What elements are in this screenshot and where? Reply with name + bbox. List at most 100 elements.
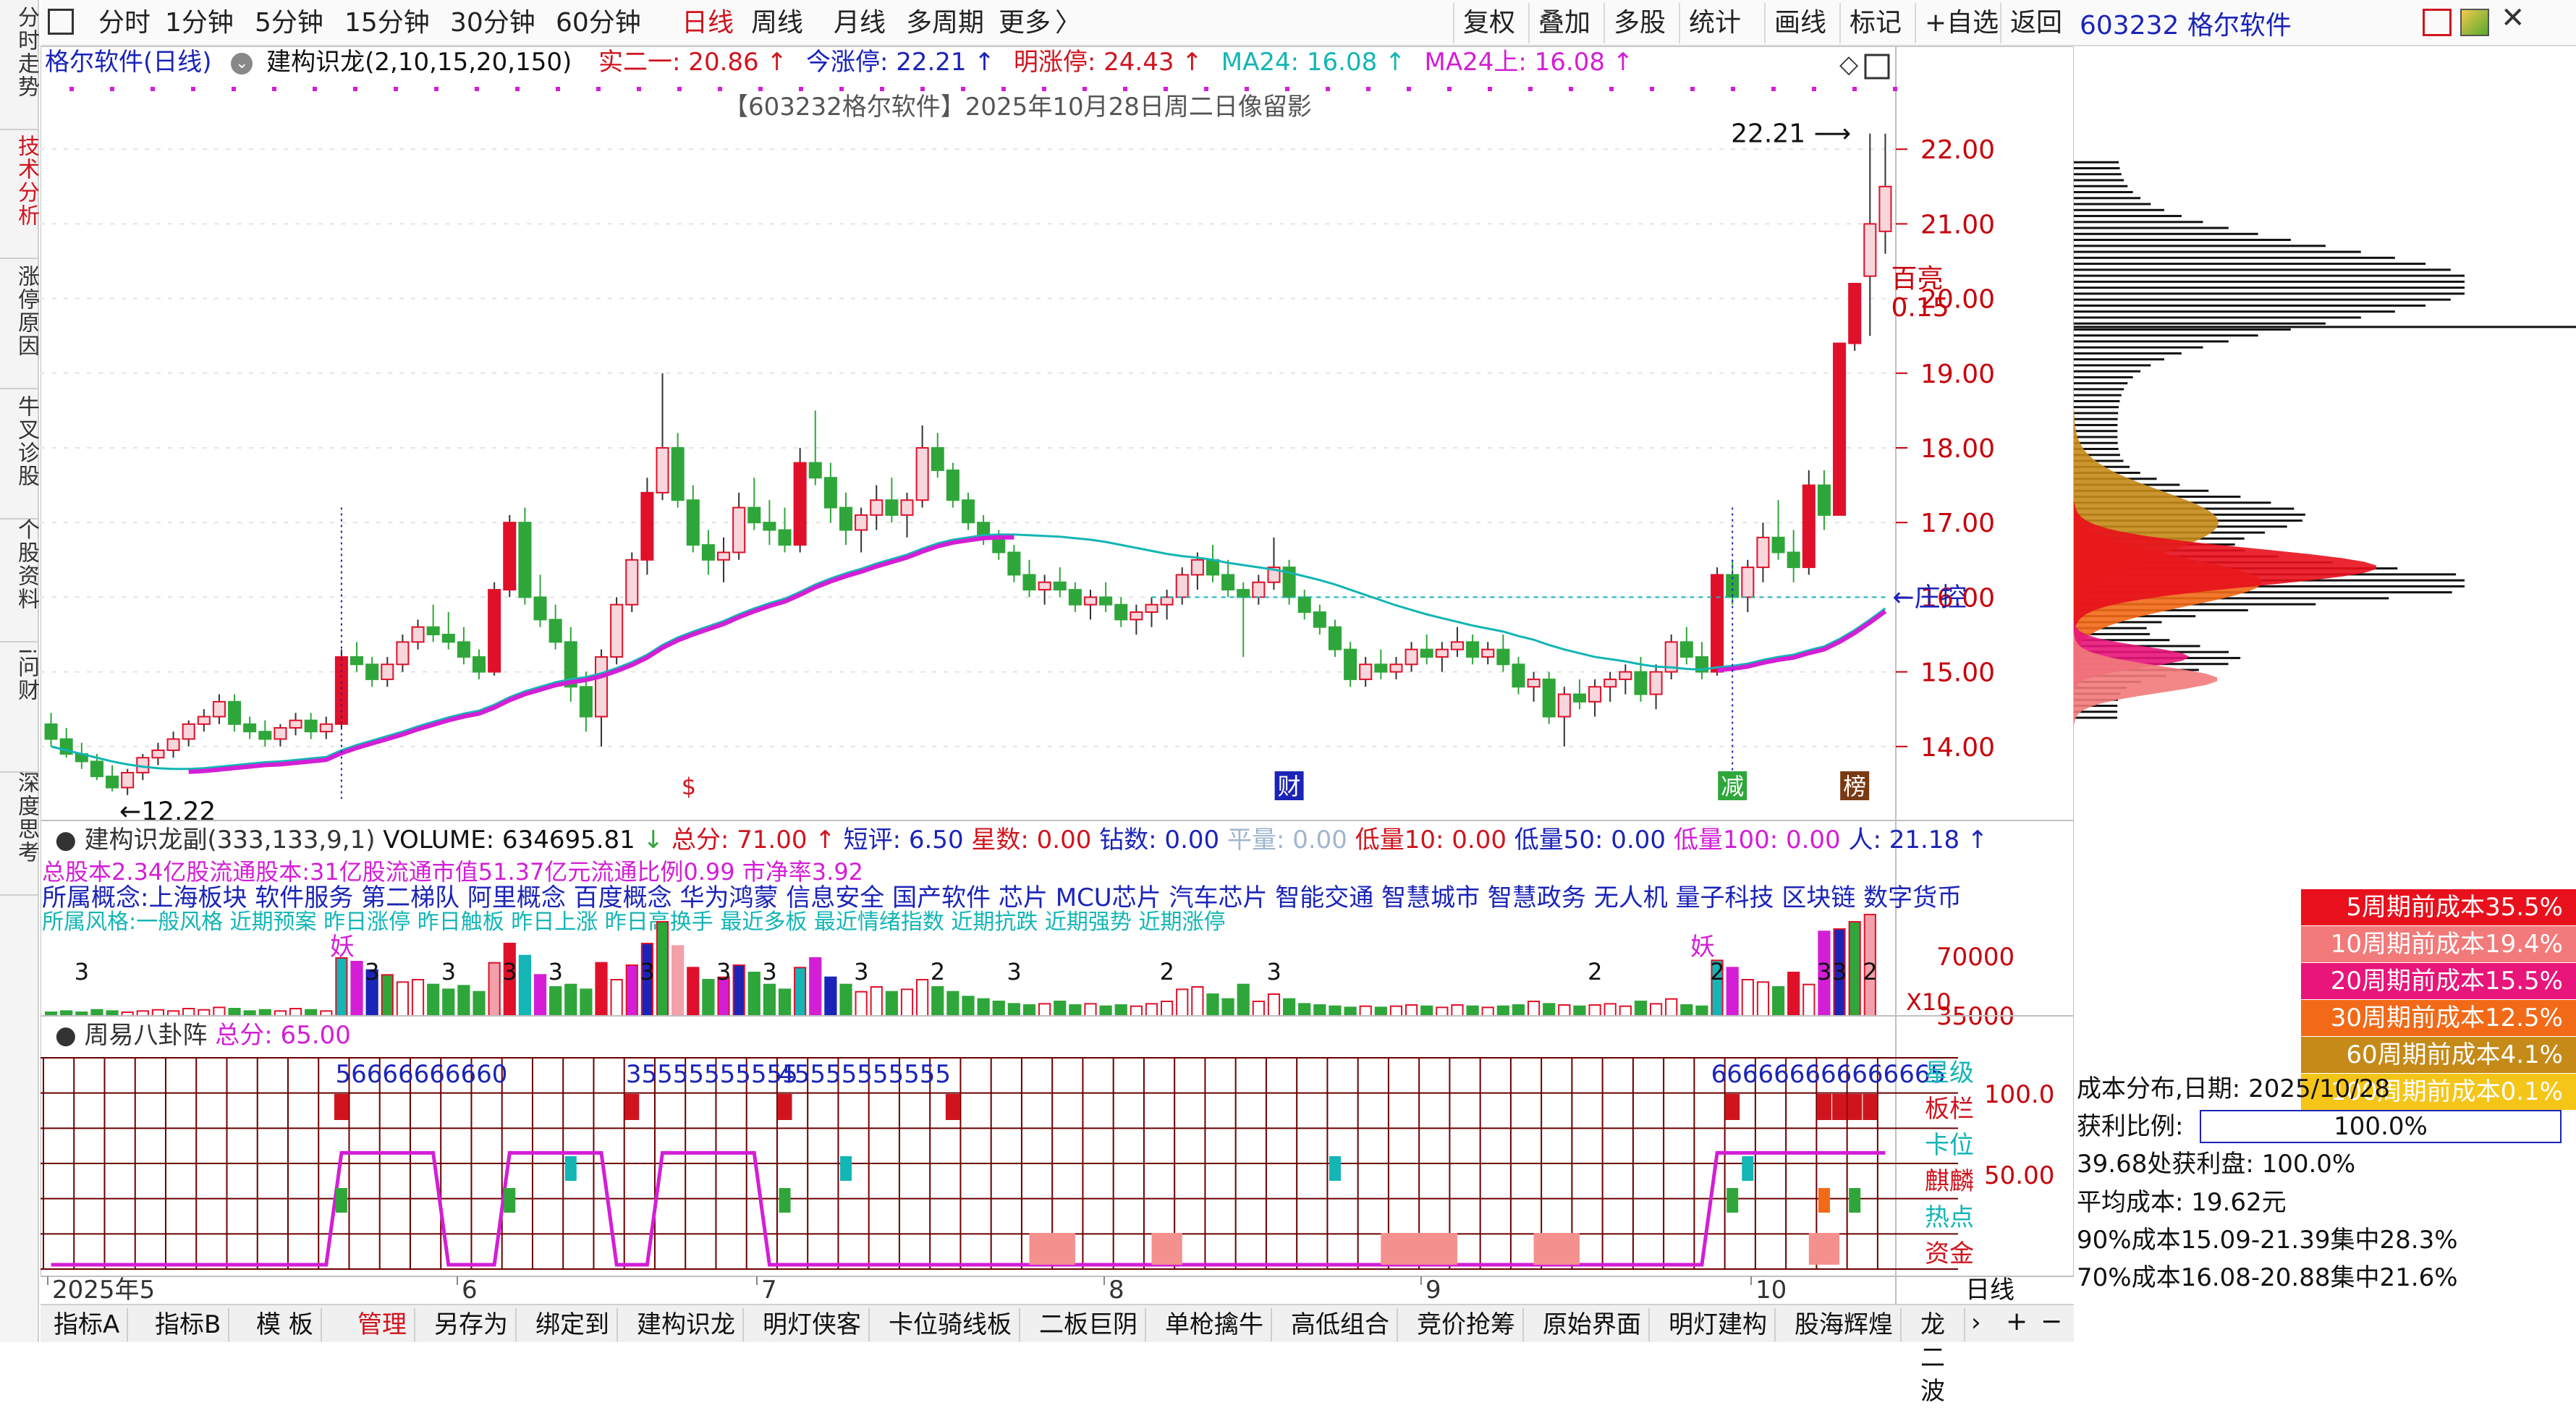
rail-item-0[interactable]: 分时走势 xyxy=(14,6,39,98)
period-tab-4[interactable]: 30分钟 xyxy=(450,8,535,38)
bottom-tab-15[interactable]: 股海辉煌 xyxy=(1787,1308,1902,1341)
volume-bar xyxy=(1756,981,1770,1017)
timeframe-label[interactable]: 日线 xyxy=(1965,1276,2014,1304)
toolbar-button-2[interactable]: 多股 xyxy=(1603,3,1674,43)
volume-bar xyxy=(1191,986,1204,1017)
period-tab-9[interactable]: 多周期 xyxy=(906,8,985,38)
period-tab-7[interactable]: 周线 xyxy=(751,8,804,38)
signal-dot xyxy=(839,87,844,91)
bottom-tab-8[interactable]: 卡位骑线板 xyxy=(881,1308,1020,1341)
volume-bar xyxy=(1282,998,1296,1017)
bottom-tab-10[interactable]: 单枪擒牛 xyxy=(1158,1308,1272,1341)
bottom-tab-11[interactable]: 高低组合 xyxy=(1284,1308,1398,1341)
rail-item-6[interactable]: 深度思考 xyxy=(14,771,39,864)
chip-layer-0 xyxy=(2074,410,2219,635)
rail-item-1[interactable]: 技术分析 xyxy=(14,135,39,227)
candle-body xyxy=(182,723,195,740)
candle xyxy=(426,604,440,642)
signal-dot xyxy=(1852,87,1857,91)
diamond-icon[interactable]: ◇ xyxy=(1839,50,1859,79)
bottom-tab-2[interactable]: 模 板 xyxy=(249,1308,322,1341)
candle-body xyxy=(1190,559,1204,576)
candle xyxy=(1450,627,1464,657)
toolbar-button-1[interactable]: 叠加 xyxy=(1528,3,1599,43)
toolbar-button-0[interactable]: 复权 xyxy=(1453,3,1524,43)
chart-area[interactable]: 22.00 21.00 20.00 19.00 18.00 17.00 16.00 15.00… xyxy=(41,46,2074,1304)
toolbar-button-5[interactable]: 标记 xyxy=(1839,3,1910,43)
bottom-tab-9[interactable]: 二板巨阴 xyxy=(1032,1308,1146,1341)
period-tab-5[interactable]: 60分钟 xyxy=(556,8,641,38)
rail-item-4[interactable]: 个股资料 xyxy=(14,518,39,611)
candle xyxy=(1787,530,1800,582)
period-tab-3[interactable]: 15分钟 xyxy=(344,8,430,38)
candle-body xyxy=(1817,484,1831,516)
bottom-tab-1[interactable]: 指标B xyxy=(148,1308,230,1341)
event-flag-0[interactable]: $ xyxy=(682,773,696,800)
candle-body xyxy=(625,559,639,606)
chevron-right-icon[interactable]: 〉 xyxy=(1055,8,1082,38)
image-icon[interactable] xyxy=(2460,9,2489,36)
rail-item-2[interactable]: 涨停原因 xyxy=(14,265,39,357)
candle-body xyxy=(839,506,853,531)
bottom-tab-13[interactable]: 原始界面 xyxy=(1535,1308,1650,1341)
candle xyxy=(1512,656,1525,695)
chip-bar xyxy=(2074,203,2151,205)
bottom-tab-6[interactable]: 建构识龙 xyxy=(630,1308,744,1341)
signal-dot xyxy=(1366,87,1370,91)
event-flag-1[interactable]: 财 xyxy=(1278,773,1301,800)
bagua-score: 总分: 65.00 xyxy=(215,1021,351,1050)
candle-body xyxy=(411,626,425,643)
legend-value-2: 明涨停: 24.43 ↑ xyxy=(1013,48,1203,77)
bottom-tab-12[interactable]: 竞价抢筹 xyxy=(1410,1308,1524,1341)
rail-item-3[interactable]: 牛叉诊股 xyxy=(14,395,39,488)
volume-bar xyxy=(335,957,348,1017)
close-icon[interactable]: ✕ xyxy=(2501,1,2525,35)
bottom-tab-14[interactable]: 明灯建构 xyxy=(1661,1308,1776,1341)
plus-icon[interactable]: + xyxy=(2006,1307,2028,1336)
candle-body xyxy=(350,656,364,666)
bottom-tab-3[interactable]: 管理 xyxy=(350,1308,415,1341)
bagua-digits-1: 35555555555 xyxy=(626,1060,798,1089)
bottom-tab-4[interactable]: 另存为 xyxy=(427,1308,517,1341)
event-flag-3[interactable]: 榜 xyxy=(1843,773,1866,800)
price-axis-label: 17.00 xyxy=(1920,509,1995,538)
flag-bg xyxy=(1718,771,1747,800)
volume-bar xyxy=(625,964,638,1017)
chevron-down-icon[interactable]: ⌄ xyxy=(231,52,253,75)
bagua-indicator[interactable]: ● 周易八卦阵 xyxy=(55,1021,215,1050)
toolbar-button-3[interactable]: 统计 xyxy=(1679,3,1750,43)
bottom-tab-16[interactable]: 龙二波 xyxy=(1913,1308,1965,1406)
indicator-legend[interactable]: 建构识龙(2,10,15,20,150) xyxy=(266,48,572,77)
rail-item-5[interactable]: i问财 xyxy=(14,648,39,703)
toolbar-button-4[interactable]: 画线 xyxy=(1764,3,1835,43)
toolbar-button-6[interactable]: +自选 xyxy=(1915,3,2007,43)
period-tab-10[interactable]: 更多 xyxy=(999,8,1051,38)
multi-window-icon[interactable] xyxy=(2423,9,2452,36)
bottom-tab-7[interactable]: 明灯侠客 xyxy=(755,1308,870,1341)
candle-body xyxy=(1420,648,1433,658)
signal-dot xyxy=(1164,87,1168,91)
chip-bar xyxy=(2074,328,2291,331)
candle-body xyxy=(763,522,776,531)
candle xyxy=(1022,559,1036,598)
toolbar-button-7[interactable]: 返回 xyxy=(2000,3,2071,43)
minus-icon[interactable]: − xyxy=(2041,1307,2063,1336)
bottom-tab-5[interactable]: 绑定到 xyxy=(528,1308,618,1341)
panel-toggle-icon[interactable] xyxy=(1864,54,1890,80)
bottom-tab-0[interactable]: 指标A xyxy=(46,1308,129,1341)
event-flag-2[interactable]: 减 xyxy=(1721,773,1744,800)
volume-indicator[interactable]: ● 建构识龙副(333,133,9,1) xyxy=(55,826,383,854)
period-tab-1[interactable]: 1分钟 xyxy=(165,8,234,38)
period-tab-2[interactable]: 5分钟 xyxy=(255,8,323,38)
period-tab-6[interactable]: 日线 xyxy=(682,8,734,38)
yao-mark: 妖 xyxy=(1690,933,1715,962)
chevron-right-icon[interactable]: › xyxy=(1971,1308,1981,1337)
period-tab-0[interactable]: 分时 xyxy=(98,8,151,38)
volume-legend: ● 建构识龙副(333,133,9,1) VOLUME: 634695.81 ↓… xyxy=(55,826,1988,854)
layout-toggle-icon[interactable] xyxy=(48,9,74,35)
cost-date: 成本分布,日期: 2025/10/28 xyxy=(2077,1074,2391,1103)
candle xyxy=(1038,574,1051,605)
bagua-marker xyxy=(335,1188,347,1213)
period-tab-8[interactable]: 月线 xyxy=(834,8,886,38)
signal-dot xyxy=(1488,87,1492,91)
